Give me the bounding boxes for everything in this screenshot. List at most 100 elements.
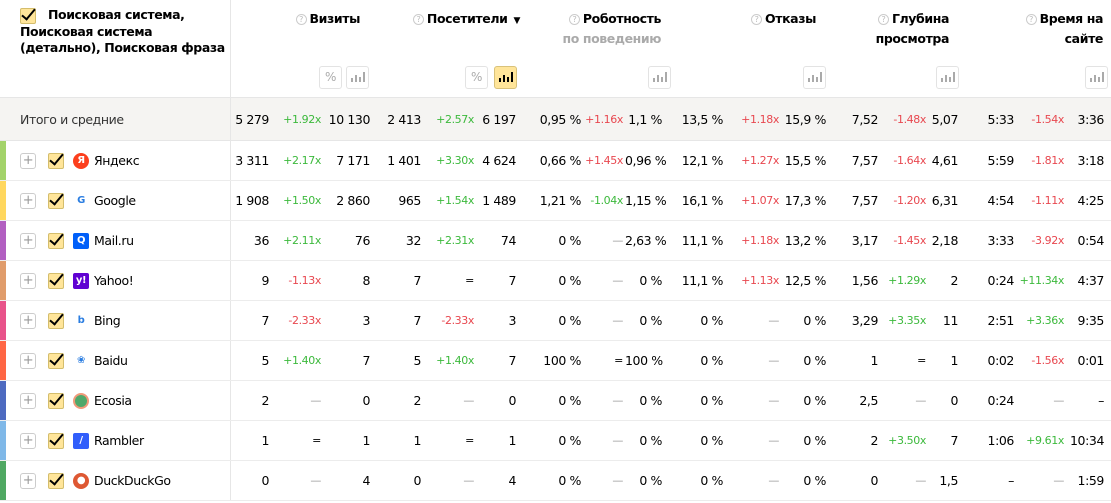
- help-icon[interactable]: ?: [568, 14, 580, 25]
- metric-cell: -1.64x: [893, 154, 926, 167]
- total-cell: 1,1 %: [628, 111, 662, 127]
- search-engine-name[interactable]: Baidu: [94, 353, 128, 368]
- expand-button[interactable]: +: [20, 472, 36, 489]
- metric-cell: +1.07x: [741, 194, 779, 207]
- search-engine-name[interactable]: Yahoo!: [94, 273, 134, 288]
- metric-cell: 76: [354, 233, 371, 248]
- row-checkbox[interactable]: [48, 432, 64, 449]
- table-row[interactable]: + G Google 1 908 +1.50x 2 860 965 +1.54x 1 489…: [0, 181, 1111, 221]
- table-row[interactable]: + Я Яндекс 3 311 +2.17x 7 171 1 401 +3.30x 4 6…: [0, 141, 1111, 181]
- metric-header-depth[interactable]: ? Глубина просмотра: [839, 9, 950, 49]
- metric-cell: 3:33: [987, 233, 1015, 248]
- metric-header-visitors[interactable]: ? Посетители ▼: [400, 9, 520, 31]
- row-checkbox[interactable]: [48, 152, 64, 169]
- row-checkbox[interactable]: [48, 312, 64, 329]
- table-row[interactable]: + ● DuckDuckGo 0 — 4 0 — 4 0 % — 0 % 0 % — 0 % 0 — 1,5 –…: [0, 461, 1111, 501]
- metric-cell: 17,3 %: [784, 193, 827, 208]
- select-all-checkbox[interactable]: [20, 7, 36, 24]
- series-color-strip: [0, 461, 6, 500]
- chart-toggle-visits[interactable]: [346, 66, 369, 89]
- expand-button[interactable]: +: [20, 192, 36, 209]
- row-checkbox[interactable]: [48, 392, 64, 409]
- search-engine-name[interactable]: Google: [94, 193, 136, 208]
- metric-cell: —: [463, 394, 474, 407]
- chart-toggle-bounces[interactable]: [803, 66, 826, 89]
- expand-button[interactable]: +: [20, 352, 36, 369]
- table-row[interactable]: + b Bing 7 -2.33x 3 7 -2.33x 3 0 % — 0 % 0 % — 0 % 3,…: [0, 301, 1111, 341]
- expand-button[interactable]: +: [20, 312, 36, 329]
- metric-cell: 4 624: [482, 153, 516, 168]
- metric-cell: -3.92x: [1031, 234, 1064, 247]
- expand-button[interactable]: +: [20, 432, 36, 449]
- metric-cell: 0: [261, 473, 269, 488]
- chart-toggle-visitors[interactable]: [494, 66, 517, 89]
- metric-cell: 7: [413, 273, 421, 288]
- metric-cell: 7,57: [851, 193, 879, 208]
- percent-toggle-visitors[interactable]: %: [465, 66, 488, 89]
- metric-cell: 9: [261, 273, 269, 288]
- metric-cell: +1.29x: [888, 274, 926, 287]
- metric-cell: 0 %: [558, 233, 581, 248]
- metric-title: Посетители: [426, 11, 508, 26]
- metric-header-robots[interactable]: ? Роботность по поведению: [531, 9, 661, 49]
- google-logo-icon: G: [73, 192, 89, 209]
- metric-cell: —: [310, 394, 321, 407]
- chart-toggle-robots[interactable]: [648, 66, 671, 89]
- chart-toggle-time[interactable]: [1085, 66, 1108, 89]
- search-engine-name[interactable]: Bing: [94, 313, 121, 328]
- table-row[interactable]: + y! Yahoo! 9 -1.13x 8 7 = 7 0 % — 0 % 11,1 % +1.13…: [0, 261, 1111, 301]
- metric-header-bounces[interactable]: ? Отказы: [706, 9, 816, 29]
- row-checkbox[interactable]: [48, 352, 64, 369]
- expand-button[interactable]: +: [20, 232, 36, 249]
- metric-cell: 6,31: [931, 193, 959, 208]
- metric-cell: —: [915, 394, 926, 407]
- metric-header-visits[interactable]: ? Визиты: [250, 9, 360, 29]
- metric-cell: 1,56: [851, 273, 879, 288]
- metric-cell: –: [1008, 473, 1014, 488]
- table-row[interactable]: + Ecosia 2 — 0 2 — 0 0 % — 0 % 0 % — 0 % 2,5 — 0 0:24 — –: [0, 381, 1111, 421]
- chart-toggle-depth[interactable]: [936, 66, 959, 89]
- metric-cell: -1.11x: [1031, 194, 1064, 207]
- search-engine-name[interactable]: Mail.ru: [94, 233, 134, 248]
- help-icon[interactable]: ?: [1025, 14, 1037, 25]
- total-label: Итого и средние: [0, 98, 231, 140]
- table-row[interactable]: + Q Mail.ru 36 +2.11x 76 32 +2.31x 74 0 % —2,63 …: [0, 221, 1111, 261]
- metric-header-time[interactable]: ? Время на сайте: [1003, 9, 1103, 49]
- dimension-title: Поисковая система, Поисковая система (де…: [20, 7, 225, 55]
- row-checkbox[interactable]: [48, 232, 64, 249]
- sort-desc-icon[interactable]: ▼: [513, 16, 520, 26]
- help-icon[interactable]: ?: [412, 14, 424, 25]
- metric-cell: 11,1 %: [681, 273, 724, 288]
- metric-cell: +1.13x: [741, 274, 779, 287]
- table-row[interactable]: + / Rambler 1 = 1 1 = 1 0 % — 0 % 0 % — 0 % 2 +3.50x 7 1…: [0, 421, 1111, 461]
- help-icon[interactable]: ?: [751, 14, 763, 25]
- bar-chart-icon: [940, 70, 955, 84]
- metric-cell: 2: [413, 393, 421, 408]
- row-checkbox[interactable]: [48, 192, 64, 209]
- metric-cell: +1.45x: [585, 154, 623, 167]
- series-color-strip: [0, 421, 6, 460]
- search-engine-name[interactable]: DuckDuckGo: [94, 473, 171, 488]
- row-checkbox[interactable]: [48, 472, 64, 489]
- metric-cell: 2,63 %: [625, 233, 667, 248]
- metric-cell: 3:18: [1077, 153, 1105, 168]
- metric-cell: 3 311: [235, 153, 269, 168]
- metric-subtitle[interactable]: по поведению: [562, 31, 661, 46]
- search-engine-name[interactable]: Яндекс: [94, 153, 140, 168]
- row-checkbox[interactable]: [48, 272, 64, 289]
- expand-button[interactable]: +: [20, 152, 36, 169]
- total-cell: 6 197: [482, 111, 516, 127]
- search-engine-name[interactable]: Ecosia: [94, 393, 132, 408]
- table-row[interactable]: + ❀ Baidu 5 +1.40x 7 5 +1.40x 7 100 % = 100 % 0 % —…: [0, 341, 1111, 381]
- help-icon[interactable]: ?: [295, 14, 307, 25]
- search-engine-name[interactable]: Rambler: [94, 433, 144, 448]
- expand-button[interactable]: +: [20, 392, 36, 409]
- metric-cell: 32: [405, 233, 422, 248]
- metric-cell: -2.33x: [441, 314, 474, 327]
- expand-button[interactable]: +: [20, 272, 36, 289]
- metric-cell: =: [917, 354, 926, 367]
- help-icon[interactable]: ?: [877, 14, 889, 25]
- percent-toggle-visits[interactable]: %: [319, 66, 342, 89]
- dimension-header[interactable]: Поисковая система, Поисковая система (де…: [0, 0, 231, 98]
- metric-cell: 7: [362, 353, 370, 368]
